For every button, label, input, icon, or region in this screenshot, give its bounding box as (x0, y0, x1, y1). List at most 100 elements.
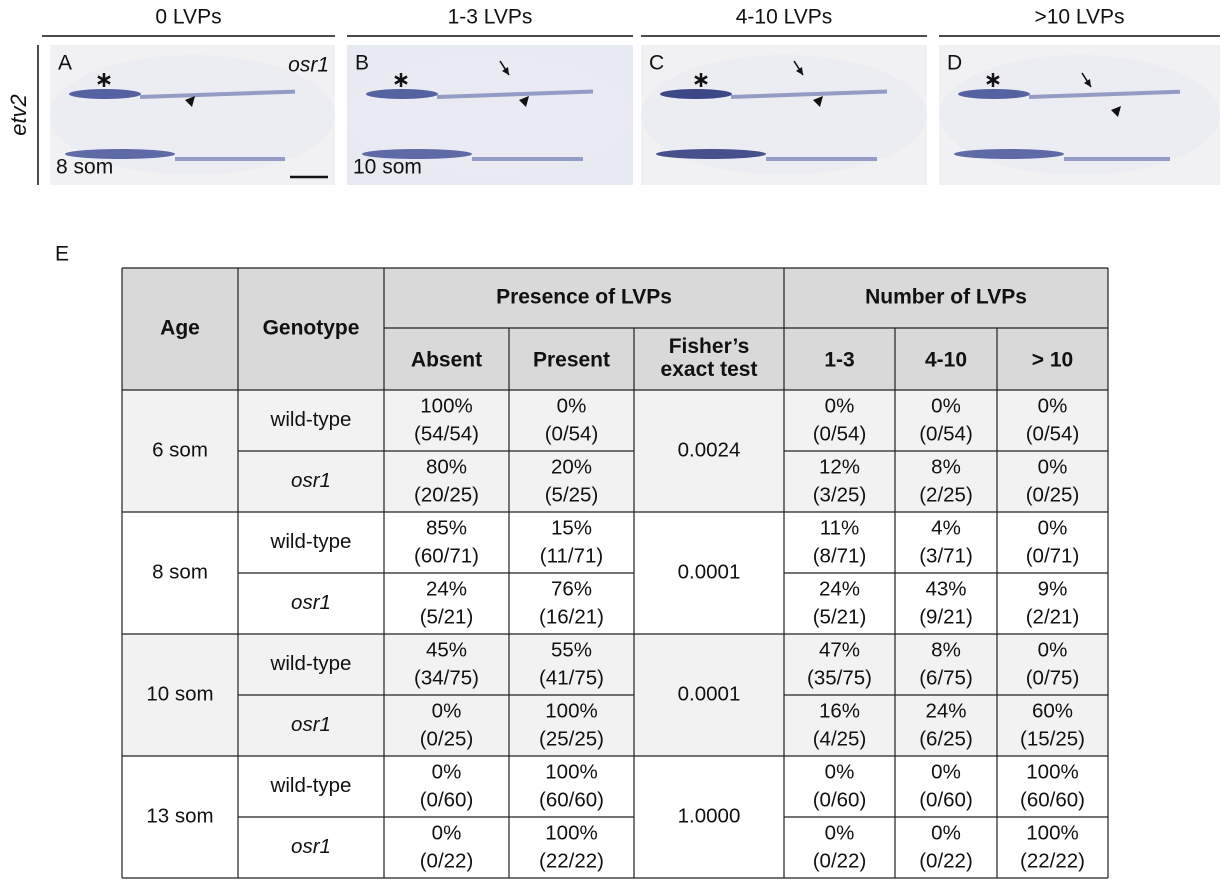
table-cell: 24% (819, 577, 860, 600)
table-cell: (11/71) (540, 544, 603, 567)
table-header: Genotype (263, 317, 360, 340)
table-cell: 85% (426, 516, 467, 539)
table-cell: (0/75) (1026, 666, 1080, 689)
table-cell: 100% (420, 394, 472, 417)
table-cell: 9% (1038, 577, 1068, 600)
stain (766, 157, 877, 161)
table-cell: 11% (820, 516, 860, 539)
table-cell: 8% (931, 455, 961, 478)
genotype-cell: wild-type (270, 652, 352, 675)
table-cell: (0/54) (813, 422, 867, 445)
table-cell: (20/25) (414, 483, 479, 506)
stain (656, 149, 766, 159)
table-cell: (2/21) (1026, 605, 1080, 628)
page: {"panels": [ {"header": "0 LVPs", "lette… (0, 0, 1221, 881)
table-cell: 8% (931, 638, 961, 661)
age-cell: 10 som (146, 682, 213, 705)
table-cell: (16/21) (539, 605, 604, 628)
table-cell: 0% (432, 821, 462, 844)
table-cell: (34/75) (414, 666, 479, 689)
table-cell: 43% (925, 577, 966, 600)
table-cell: (60/71) (414, 544, 479, 567)
table-header: Number of LVPs (865, 286, 1027, 309)
stain (1064, 157, 1170, 161)
table-cell: (0/22) (813, 849, 867, 872)
table-cell: (35/75) (807, 666, 872, 689)
table-cell: (60/60) (539, 788, 604, 811)
panel-letter: E (55, 243, 69, 266)
table-cell: (6/75) (919, 666, 973, 689)
stain (366, 89, 438, 99)
table-cell: (5/21) (420, 605, 474, 628)
table-cell: (0/54) (919, 422, 973, 445)
table-cell: (3/25) (813, 483, 867, 506)
panel-letter: D (947, 52, 962, 75)
table-cell: 100% (545, 760, 597, 783)
table-cell: (6/25) (919, 727, 973, 750)
genotype-cell: osr1 (291, 469, 331, 492)
panel-letter: B (355, 52, 369, 75)
table-header: > 10 (1032, 349, 1073, 372)
age-cell: 6 som (152, 438, 208, 461)
panel-header: 1-3 LVPs (448, 6, 533, 29)
genotype-cell: wild-type (270, 774, 352, 797)
fisher-cell: 1.0000 (678, 804, 741, 827)
table-cell: 47% (819, 638, 860, 661)
table-cell: (54/54) (414, 422, 479, 445)
table-cell: 0% (557, 394, 587, 417)
table-cell: 100% (1026, 821, 1078, 844)
table-cell: (0/60) (420, 788, 474, 811)
row-label: etv2 (6, 94, 31, 136)
stain (472, 157, 583, 161)
table-cell: 0% (1038, 394, 1068, 417)
table-cell: 0% (825, 821, 855, 844)
table-cell: 0% (1038, 638, 1068, 661)
table-cell: (0/25) (420, 727, 474, 750)
panel-letter: C (649, 52, 664, 75)
table-cell: 60% (1032, 699, 1073, 722)
table-cell: 16% (819, 699, 860, 722)
table-cell: (41/75) (539, 666, 604, 689)
table-cell: (22/22) (1020, 849, 1085, 872)
table-header: 1-3 (824, 349, 854, 372)
table-cell: 100% (545, 821, 597, 844)
table-cell: (0/22) (420, 849, 474, 872)
table-cell: 20% (551, 455, 592, 478)
table-cell: 0% (931, 394, 961, 417)
table-cell: (60/60) (1020, 788, 1085, 811)
age-cell: 8 som (152, 560, 208, 583)
table-cell: 100% (545, 699, 597, 722)
table-cell: (15/25) (1020, 727, 1085, 750)
table-cell: 45% (426, 638, 467, 661)
table-cell: 15% (551, 516, 592, 539)
fisher-cell: 0.0001 (678, 682, 741, 705)
table-cell: 80% (426, 455, 467, 478)
table-header: exact test (661, 358, 758, 381)
genotype-cell: osr1 (291, 591, 331, 614)
table-cell: (2/25) (919, 483, 973, 506)
table-cell: 0% (1038, 455, 1068, 478)
table-header: Presence of LVPs (496, 286, 672, 309)
stage-label: 10 som (353, 156, 422, 179)
figure: etv2 E 0 LVPs Aosr1 8 som 1-3 LVPs B 10 som 4-… (0, 0, 1221, 881)
table-cell: 12% (819, 455, 860, 478)
table-cell: (3/71) (919, 544, 973, 567)
table-cell: (8/71) (813, 544, 867, 567)
stain (958, 89, 1030, 99)
table-cell: (5/21) (813, 605, 867, 628)
panel-header: 0 LVPs (155, 6, 221, 29)
fisher-cell: 0.0024 (678, 438, 741, 461)
table-cell: (0/25) (1026, 483, 1080, 506)
table-header: Fisher’s (669, 335, 750, 358)
panel-letter: A (58, 52, 72, 75)
table-cell: (25/25) (539, 727, 604, 750)
table-header: 4-10 (925, 349, 967, 372)
table-cell: 0% (825, 394, 855, 417)
table-cell: (5/25) (545, 483, 599, 506)
gene-label: osr1 (288, 54, 329, 77)
table-cell: (0/60) (813, 788, 867, 811)
stain (175, 157, 285, 161)
table-cell: 0% (432, 699, 462, 722)
fisher-cell: 0.0001 (678, 560, 741, 583)
table-cell: (0/54) (545, 422, 599, 445)
